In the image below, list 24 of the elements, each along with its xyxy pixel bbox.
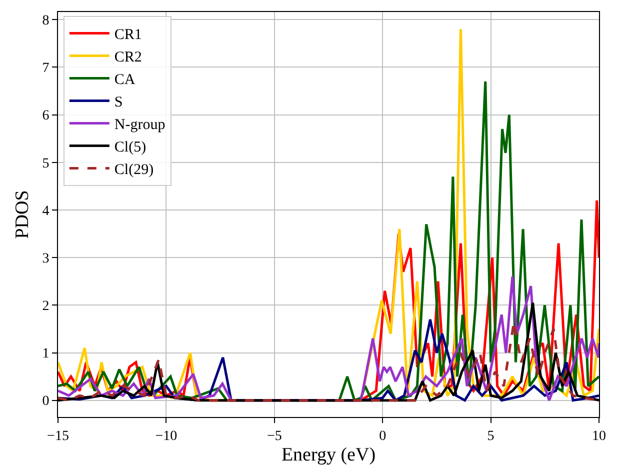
legend-label: S (114, 94, 123, 111)
x-axis-title: Energy (eV) (281, 444, 376, 466)
x-tick-label: 5 (487, 428, 494, 444)
y-tick-label: 5 (42, 156, 50, 172)
legend-label: N-group (114, 117, 166, 134)
y-tick-label: 7 (42, 61, 50, 76)
legend-label: Cl(5) (114, 140, 146, 156)
y-tick-label: 0 (42, 394, 50, 410)
legend-label: CR1 (114, 27, 142, 44)
y-tick-label: 4 (42, 204, 50, 219)
y-tick-label: 6 (42, 108, 50, 124)
x-tick-label: −5 (266, 428, 282, 444)
x-tick-label: 10 (592, 428, 606, 444)
y-tick-label: 2 (42, 299, 50, 314)
y-tick-label: 3 (42, 251, 50, 266)
legend-label: CA (114, 72, 136, 88)
x-tick-label: −10 (155, 428, 178, 444)
legend-label: Cl(29) (114, 162, 154, 178)
x-tick-label: −15 (47, 428, 69, 444)
y-tick-label: 8 (42, 14, 50, 29)
x-tick-label: 0 (379, 428, 386, 444)
y-tick-label: 1 (42, 346, 50, 362)
legend-label: CR2 (114, 50, 142, 66)
y-axis-title: PDOS (12, 190, 34, 239)
